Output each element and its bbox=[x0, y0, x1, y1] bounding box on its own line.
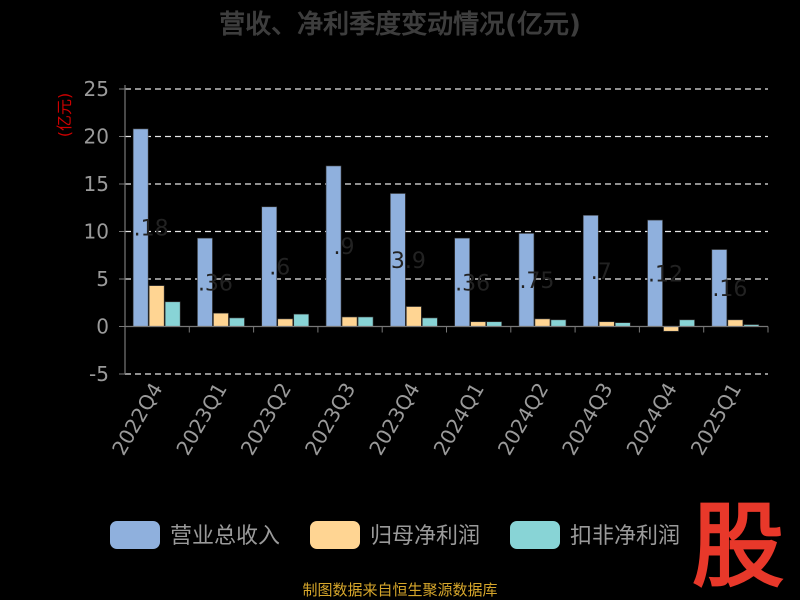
bar-2023Q2-1 bbox=[277, 318, 294, 327]
bar-2024Q2-1 bbox=[534, 318, 551, 327]
bar-2025Q1-1 bbox=[727, 319, 744, 327]
bar-2024Q1-2 bbox=[486, 321, 502, 327]
data-label: .9 bbox=[334, 235, 355, 260]
bars bbox=[132, 128, 760, 332]
bar-2024Q2-2 bbox=[550, 319, 567, 327]
bar-2023Q3-1 bbox=[341, 316, 358, 327]
legend-label: 归母净利润 bbox=[370, 524, 480, 549]
legend-label: 扣非净利润 bbox=[570, 524, 680, 549]
x-axis-ticks: 2022Q4 2023Q1 2023Q2 2023Q3 2023Q4 2024Q1 2024… bbox=[107, 326, 769, 460]
data-label: .6 bbox=[269, 256, 290, 281]
x-tick-label: 2024Q1 bbox=[429, 379, 489, 460]
bar-2023Q2-2 bbox=[293, 313, 310, 327]
legend-label: 营业总收入 bbox=[170, 524, 280, 549]
y-tick-label: 20 bbox=[84, 125, 109, 149]
chart-title: 营收、净利季度变动情况(亿元) bbox=[219, 9, 581, 40]
y-tick-label: -5 bbox=[89, 362, 109, 386]
source-note: 制图数据来自恒生聚源数据库 bbox=[302, 581, 497, 599]
y-tick-label: 25 bbox=[84, 77, 109, 101]
data-label: 3.9 bbox=[391, 249, 426, 274]
data-label: .18 bbox=[134, 217, 169, 242]
y-axis-ticks: 25 20 15 10 5 0 -5 bbox=[84, 77, 125, 386]
x-tick-label: 2023Q3 bbox=[300, 379, 360, 460]
x-tick-label: 2024Q4 bbox=[621, 379, 681, 460]
bar-2023Q4-1 bbox=[406, 306, 422, 327]
data-labels: .18 .36 .6 .9 3.9 .36 .75 .7 .12 .16 bbox=[134, 217, 748, 302]
x-tick-label: 2023Q2 bbox=[236, 379, 296, 460]
bar-2022Q4-2 bbox=[164, 301, 181, 327]
bar-2024Q3-1 bbox=[598, 321, 615, 327]
y-tick-label: 15 bbox=[84, 172, 109, 196]
x-tick-label: 2023Q4 bbox=[364, 379, 424, 460]
legend-swatch bbox=[510, 521, 560, 549]
legend-swatch bbox=[310, 521, 360, 549]
x-tick-label: 2024Q2 bbox=[493, 379, 553, 460]
data-label: .16 bbox=[712, 277, 747, 302]
brand-logo: 股 bbox=[692, 493, 784, 600]
bar-2024Q4-2 bbox=[679, 319, 695, 327]
legend: 营业总收入 归母净利润 扣非净利润 bbox=[110, 521, 680, 549]
bar-2024Q1-1 bbox=[470, 321, 486, 327]
legend-swatch bbox=[110, 521, 160, 549]
bar-2022Q4-1 bbox=[148, 285, 165, 327]
x-tick-label: 2023Q1 bbox=[171, 379, 231, 460]
bar-2024Q4-1 bbox=[663, 326, 679, 332]
data-label: .36 bbox=[198, 271, 233, 296]
data-label: .12 bbox=[648, 262, 683, 287]
x-tick-label: 2025Q1 bbox=[686, 379, 746, 460]
data-label: .36 bbox=[455, 271, 490, 296]
y-axis-label: (亿元) bbox=[55, 93, 74, 138]
x-tick-label: 2024Q3 bbox=[557, 379, 617, 460]
bar-2023Q1-2 bbox=[229, 317, 245, 327]
y-tick-label: 5 bbox=[96, 267, 109, 291]
data-label: .7 bbox=[591, 260, 612, 285]
bar-2023Q3-2 bbox=[357, 316, 374, 327]
data-label: .75 bbox=[519, 269, 554, 294]
bar-2023Q1-1 bbox=[213, 312, 229, 327]
y-tick-label: 10 bbox=[84, 220, 109, 244]
x-tick-label: 2022Q4 bbox=[107, 379, 167, 460]
bar-2023Q4-2 bbox=[422, 317, 438, 327]
y-tick-label: 0 bbox=[96, 315, 109, 339]
